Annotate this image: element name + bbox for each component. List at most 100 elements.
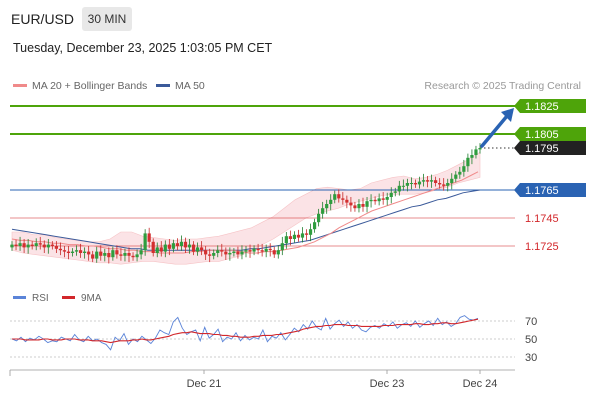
candle [131,252,135,261]
candle-body [171,243,175,249]
candle [147,227,151,249]
rsi-tick-label: 70 [525,316,537,328]
candle [288,230,292,246]
candle-body [349,202,353,206]
candle-body [115,250,119,255]
candle [470,149,474,165]
candle [66,246,71,260]
candle-body [357,204,361,209]
candle [103,248,107,262]
candle [329,194,333,211]
candle-body [91,254,95,259]
candle-body [78,250,83,253]
candle-body [264,248,268,252]
candle [14,239,18,251]
candle [385,192,389,206]
candle [377,193,381,206]
candle-body [191,244,196,252]
candle [292,231,297,243]
candle [458,166,462,179]
candle [337,189,341,203]
candle [236,246,240,259]
candle [42,240,46,253]
candle [18,236,22,251]
candle [34,238,38,251]
candle-body [308,229,313,235]
candle [312,218,317,233]
candle [353,201,357,212]
candle [220,243,224,257]
candle-body [284,236,288,244]
candle [276,245,280,259]
candle-body [30,244,34,246]
x-tick-label: Dec 23 [370,378,405,390]
candle-body [474,149,478,155]
candle [349,197,353,212]
candle-body [119,254,123,256]
candle-body [462,166,466,172]
candle-body [300,233,305,238]
candlesticks [10,143,482,264]
candle-body [18,243,22,246]
candle [300,227,305,243]
candle-body [87,251,91,255]
candle-body [446,183,450,186]
candle-body [179,241,184,246]
candle [244,246,248,258]
candle-body [167,244,171,249]
candle [208,248,212,263]
candle-body [454,174,458,179]
candle-body [42,244,46,248]
candle-body [276,250,280,255]
candle [361,197,365,212]
candle [325,199,329,214]
candle-body [413,183,418,185]
candle-body [292,234,297,239]
legend-rsi-ma-label: 9MA [81,293,102,304]
candle [308,223,313,242]
candle-body [10,244,14,248]
candle-body [74,250,79,252]
candle-body [312,222,317,230]
candle [50,241,54,250]
candle [280,236,284,256]
candle [248,244,252,258]
candle [478,143,482,154]
candle [284,232,288,249]
candle-body [183,241,188,248]
candle-body [195,247,200,252]
bollinger-band [11,151,481,265]
candle [127,247,131,263]
legend-rsi-label: RSI [32,293,49,304]
legend-ma50-label: MA 50 [175,80,205,92]
candle-body [26,244,30,248]
candle [357,199,361,213]
candle-body [34,243,38,246]
candle [107,247,111,264]
legend-ma20-label: MA 20 + Bollinger Bands [32,80,148,92]
candle [401,179,405,191]
candle [195,242,200,256]
candle-body [365,201,369,207]
candle-body [409,183,414,184]
rsi-tick-label: 50 [525,334,537,346]
candle [155,242,159,258]
candle [119,248,123,261]
candle [91,250,95,263]
candle-body [438,183,442,185]
level-tag-1.1805 [514,127,586,141]
candle-body [421,180,426,182]
candle [22,239,26,253]
candle-body [220,250,224,252]
research-credit: Research © 2025 Trading Central [424,80,581,92]
level-label-1.1825: 1.1825 [525,101,559,113]
candle [462,159,466,177]
timeframe-button[interactable]: 30 MIN [82,7,132,31]
candle [446,178,450,192]
candle-body [175,243,180,246]
candle [397,180,401,196]
candle [256,243,260,255]
candle-body [353,205,357,209]
candle [216,245,220,258]
